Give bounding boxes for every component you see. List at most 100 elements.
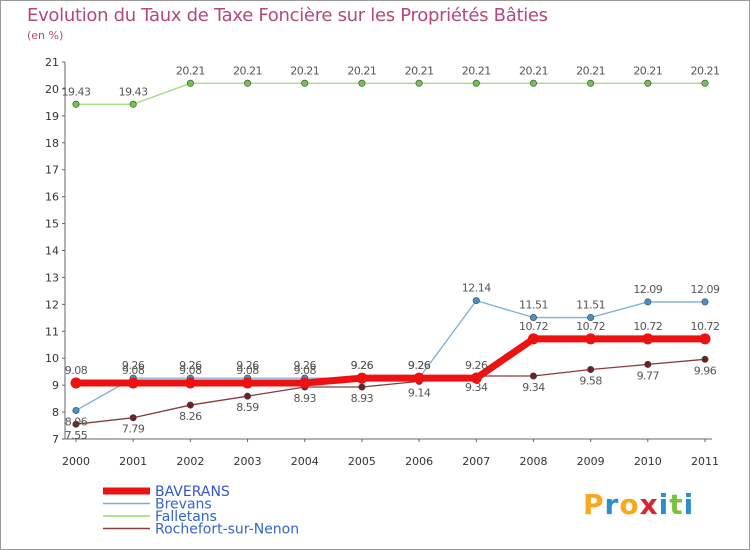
data-label: 9.08 <box>236 364 259 377</box>
logo-letter: P <box>583 488 605 521</box>
y-tick-label: 17 <box>45 164 59 177</box>
data-point <box>358 383 366 391</box>
logo-letter: x <box>639 488 659 521</box>
y-tick-label: 8 <box>52 406 59 419</box>
y-tick-label: 18 <box>45 137 59 150</box>
series-line-rochefort-sur-nenon <box>75 358 706 425</box>
y-tick-label: 12 <box>45 298 59 311</box>
y-tick-label: 19 <box>45 110 59 123</box>
data-point <box>587 314 595 322</box>
y-tick-label: 9 <box>52 379 59 392</box>
x-tick-label: 2009 <box>577 455 605 468</box>
data-point <box>244 392 252 400</box>
data-point <box>529 372 537 380</box>
y-tick-label: 10 <box>45 352 59 365</box>
logo-letter: i <box>683 488 695 521</box>
data-point <box>644 298 652 306</box>
data-point <box>699 333 711 345</box>
data-point <box>529 79 537 87</box>
data-label: 20.21 <box>176 64 205 77</box>
data-point <box>242 377 254 389</box>
data-point <box>644 360 652 368</box>
data-label: 12.14 <box>462 282 491 295</box>
data-label: 20.21 <box>347 64 376 77</box>
data-point <box>72 406 80 414</box>
data-label: 9.26 <box>465 359 488 372</box>
data-label: 9.14 <box>408 386 431 399</box>
data-label: 9.26 <box>122 359 145 372</box>
data-point <box>72 420 80 428</box>
x-tick-label: 2004 <box>291 455 319 468</box>
data-label: 10.72 <box>691 320 720 333</box>
y-tick-label: 14 <box>45 245 59 258</box>
data-label: 9.26 <box>236 359 259 372</box>
data-label: 12.09 <box>691 283 720 296</box>
data-point <box>72 100 80 108</box>
x-tick-label: 2007 <box>462 455 490 468</box>
data-label: 20.21 <box>576 64 605 77</box>
x-tick-label: 2006 <box>405 455 433 468</box>
data-label: 9.26 <box>351 359 374 372</box>
chart-unit-label: (en %) <box>27 29 64 42</box>
data-label: 20.21 <box>691 64 720 77</box>
data-point <box>415 79 423 87</box>
data-label: 9.58 <box>579 375 602 388</box>
x-tick-label: 2000 <box>62 455 90 468</box>
data-point <box>301 79 309 87</box>
legend-label: BAVERANS <box>155 484 230 500</box>
data-point <box>644 79 652 87</box>
data-point <box>299 377 311 389</box>
data-point <box>472 79 480 87</box>
data-label: 11.51 <box>576 299 605 312</box>
logo-letter: o <box>619 488 640 521</box>
data-label: 9.26 <box>351 359 374 372</box>
x-tick-label: 2010 <box>634 455 662 468</box>
data-point <box>472 297 480 305</box>
y-tick-label: 11 <box>45 325 59 338</box>
data-point <box>244 79 252 87</box>
data-label: 8.26 <box>179 410 202 423</box>
data-point <box>356 372 368 384</box>
series-line-baverans <box>72 335 709 387</box>
data-label: 20.21 <box>233 64 262 77</box>
data-label: 9.08 <box>293 364 316 377</box>
y-tick-label: 7 <box>52 433 59 446</box>
y-tick-label: 15 <box>45 218 59 231</box>
series-lines <box>72 82 709 425</box>
y-tick-label: 21 <box>45 56 59 69</box>
data-label: 20.21 <box>633 64 662 77</box>
data-point <box>642 333 654 345</box>
x-tick-label: 2002 <box>176 455 204 468</box>
data-point <box>701 298 709 306</box>
legend-label: Rochefort-sur-Nenon <box>155 522 299 538</box>
logo-letter: i <box>658 488 670 521</box>
data-label: 9.26 <box>408 359 431 372</box>
data-label: 7.79 <box>122 423 145 436</box>
data-label: 9.34 <box>522 381 545 394</box>
data-label: 9.77 <box>637 369 660 382</box>
data-point <box>527 333 539 345</box>
data-label: 10.72 <box>576 320 605 333</box>
data-point <box>129 414 137 422</box>
data-label: 10.72 <box>633 320 662 333</box>
data-label: 9.26 <box>408 359 431 372</box>
legend: BAVERANSBrevansFalletansRochefort-sur-Ne… <box>103 484 299 538</box>
proxiti-logo: Proxiti <box>583 488 694 521</box>
data-point <box>413 372 425 384</box>
data-label: 8.93 <box>293 392 316 405</box>
data-label: 9.08 <box>122 364 145 377</box>
data-labels: 19.43 19.43 20.21 20.21 20.21 20.21 20.21 20.21… <box>62 64 721 442</box>
logo-letter: t <box>669 488 684 521</box>
data-point <box>701 355 709 363</box>
series-line-brevans <box>75 299 706 412</box>
data-point <box>127 377 139 389</box>
logo-letter: r <box>604 488 620 521</box>
x-tick-label: 2005 <box>348 455 376 468</box>
legend-label: Falletans <box>155 509 217 525</box>
data-point <box>587 79 595 87</box>
data-point <box>529 314 537 322</box>
data-label: 20.21 <box>519 64 548 77</box>
data-point <box>585 333 597 345</box>
